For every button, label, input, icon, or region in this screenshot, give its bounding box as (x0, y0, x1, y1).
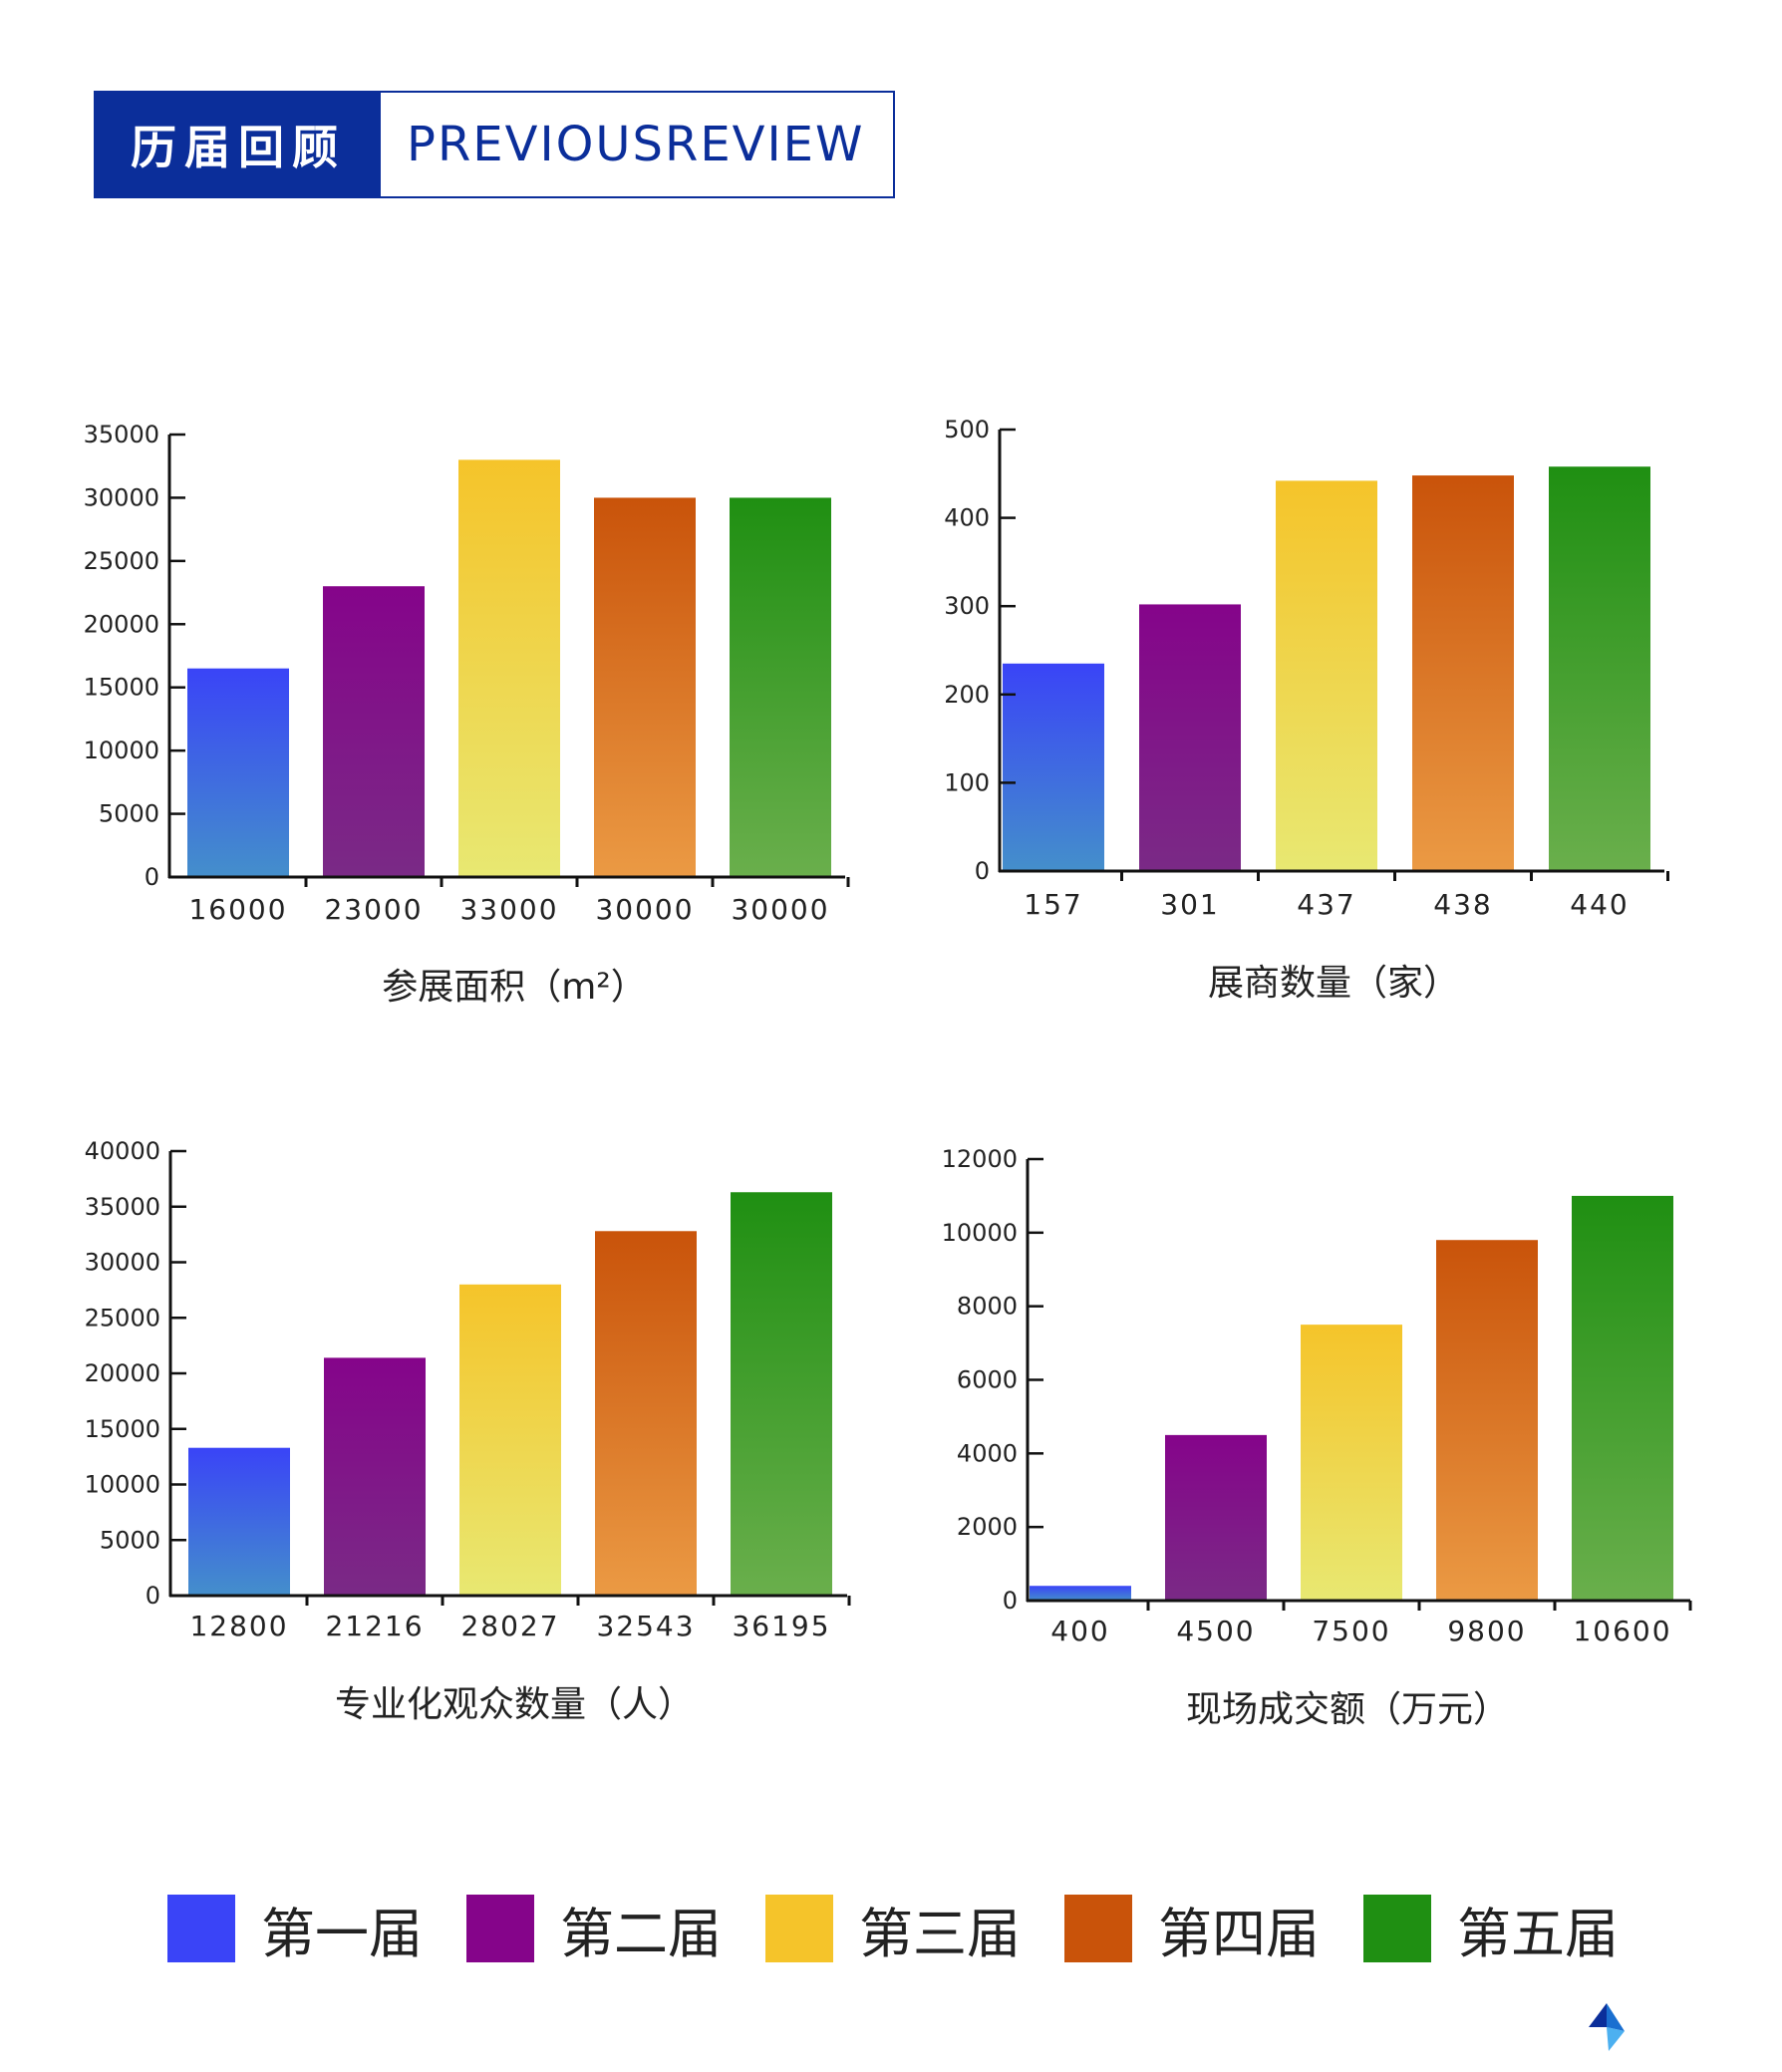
chart-title-2: 展商数量（家） (1208, 963, 1459, 1004)
category-label-1-1: 16000 (188, 893, 287, 926)
category-label-3-5: 36195 (732, 1610, 830, 1642)
y-tick-label-3-5: 20000 (85, 1359, 160, 1387)
section-title-en: PREVIOUSREVIEW (407, 117, 865, 172)
y-tick-label-1-5: 20000 (84, 610, 159, 638)
legend-label-5: 第五届 (1457, 1902, 1619, 1965)
bar-2-5 (1549, 466, 1650, 871)
bar-3-3 (459, 1284, 561, 1596)
y-tick-label-2-4: 300 (944, 592, 990, 620)
legend-item-4: 第四届 (1064, 1890, 1363, 1968)
chart-4: 0 2000 4000 6000 8000 10000 12000 400 4500 7500 98… (942, 1145, 1692, 1730)
category-label-3-3: 28027 (460, 1610, 559, 1642)
legend-item-1: 第一届 (167, 1890, 466, 1968)
legend: 第一届 第二届 第三届 第四届 第五届 (167, 1894, 1662, 1965)
category-label-3-1: 12800 (189, 1610, 288, 1642)
y-tick-label-1-3: 10000 (84, 737, 159, 764)
y-tick-label-4-1: 0 (1003, 1587, 1018, 1615)
y-tick-label-3-9: 40000 (85, 1137, 160, 1165)
bar-1-2 (323, 586, 425, 877)
chart-title-1: 参展面积（m²） (382, 967, 647, 1008)
y-tick-label-4-3: 4000 (957, 1439, 1018, 1467)
bar-2-3 (1276, 480, 1377, 871)
legend-swatch-2 (466, 1895, 534, 1962)
category-label-4-2: 4500 (1176, 1615, 1255, 1647)
bar-4-2 (1165, 1434, 1267, 1601)
bar-2-2 (1139, 604, 1241, 871)
bar-4-1 (1030, 1586, 1131, 1601)
legend-swatch-1 (167, 1895, 235, 1962)
bar-4-4 (1436, 1240, 1538, 1601)
category-label-3-4: 32543 (596, 1610, 695, 1642)
y-tick-label-3-6: 25000 (85, 1304, 160, 1332)
chart-1: 0 5000 10000 15000 20000 25000 30000 35000 16000… (84, 421, 850, 1008)
y-tick-label-1-1: 0 (145, 863, 159, 891)
bar-1-4 (594, 497, 696, 877)
category-label-1-3: 33000 (459, 893, 558, 926)
bar-3-5 (731, 1192, 832, 1596)
category-label-2-3: 437 (1297, 888, 1355, 921)
legend-swatch-3 (765, 1895, 833, 1962)
bar-3-2 (324, 1357, 426, 1596)
chart-3: 0 5000 10000 15000 20000 25000 30000 35000 40000… (85, 1137, 851, 1725)
y-tick-label-2-1: 0 (975, 857, 990, 885)
chart-title-3: 专业化观众数量（人） (335, 1684, 694, 1725)
bar-1-3 (458, 459, 560, 877)
category-label-4-1: 400 (1050, 1615, 1109, 1647)
legend-swatch-5 (1363, 1895, 1431, 1962)
bar-2-4 (1412, 475, 1514, 871)
category-label-1-4: 30000 (595, 893, 694, 926)
legend-item-5: 第五届 (1363, 1890, 1662, 1968)
y-tick-label-1-6: 25000 (84, 547, 159, 575)
chart-title-4: 现场成交额（万元） (1186, 1689, 1509, 1730)
bar-4-5 (1572, 1195, 1673, 1601)
category-label-1-5: 30000 (731, 893, 829, 926)
y-tick-label-4-4: 6000 (957, 1366, 1018, 1394)
category-label-4-3: 7500 (1312, 1615, 1390, 1647)
bar-2-1 (1003, 663, 1104, 871)
chart-2: 0 100 200 300 400 500 157 301 437 438 440 展商数量（家） (944, 416, 1669, 1004)
category-label-2-1: 157 (1024, 888, 1082, 921)
category-label-4-5: 10600 (1573, 1615, 1671, 1647)
section-header: 历届回顾 PREVIOUSREVIEW (94, 91, 895, 198)
y-tick-label-2-2: 100 (944, 768, 990, 796)
bar-4-3 (1301, 1325, 1402, 1601)
y-tick-label-3-3: 10000 (85, 1471, 160, 1499)
category-label-3-2: 21216 (325, 1610, 424, 1642)
section-title-cn: 历届回顾 (96, 93, 381, 196)
category-label-1-2: 23000 (324, 893, 423, 926)
legend-swatch-4 (1064, 1895, 1132, 1962)
bar-3-1 (188, 1447, 290, 1596)
legend-label-2: 第二届 (560, 1902, 722, 1965)
legend-item-3: 第三届 (765, 1890, 1064, 1968)
legend-label-1: 第一届 (261, 1902, 423, 1965)
y-tick-label-2-5: 400 (944, 504, 990, 532)
y-tick-label-4-5: 8000 (957, 1293, 1018, 1321)
legend-label-4: 第四届 (1158, 1902, 1320, 1965)
y-tick-label-1-4: 15000 (84, 674, 159, 702)
y-tick-label-3-1: 0 (146, 1582, 160, 1610)
y-tick-label-4-2: 2000 (957, 1513, 1018, 1541)
y-tick-label-3-7: 30000 (85, 1249, 160, 1277)
bar-1-1 (187, 668, 289, 877)
y-tick-label-1-8: 35000 (84, 421, 159, 448)
y-tick-label-2-3: 200 (944, 681, 990, 709)
y-tick-label-4-6: 10000 (942, 1219, 1018, 1247)
y-tick-label-2-6: 500 (944, 416, 990, 444)
bar-3-4 (595, 1231, 697, 1596)
legend-label-3: 第三届 (859, 1902, 1021, 1965)
y-tick-label-1-2: 5000 (99, 800, 159, 828)
category-label-2-2: 301 (1160, 888, 1219, 921)
y-tick-label-3-2: 5000 (100, 1526, 160, 1554)
category-label-2-5: 440 (1570, 888, 1629, 921)
bar-1-5 (730, 497, 831, 877)
logo-icon (1589, 2003, 1625, 2051)
category-label-2-4: 438 (1433, 888, 1492, 921)
y-tick-label-3-8: 35000 (85, 1193, 160, 1221)
y-tick-label-3-4: 15000 (85, 1415, 160, 1443)
legend-item-2: 第二届 (466, 1890, 765, 1968)
y-tick-label-4-7: 12000 (942, 1145, 1018, 1173)
category-label-4-4: 9800 (1447, 1615, 1526, 1647)
y-tick-label-1-7: 30000 (84, 483, 159, 511)
